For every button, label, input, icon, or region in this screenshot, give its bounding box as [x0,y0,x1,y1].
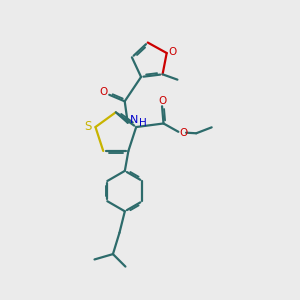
Text: O: O [180,128,188,138]
Text: O: O [158,96,166,106]
Text: S: S [85,120,92,133]
Text: H: H [139,118,147,128]
Text: O: O [100,87,108,98]
Text: O: O [168,46,176,57]
Text: N: N [130,115,138,125]
